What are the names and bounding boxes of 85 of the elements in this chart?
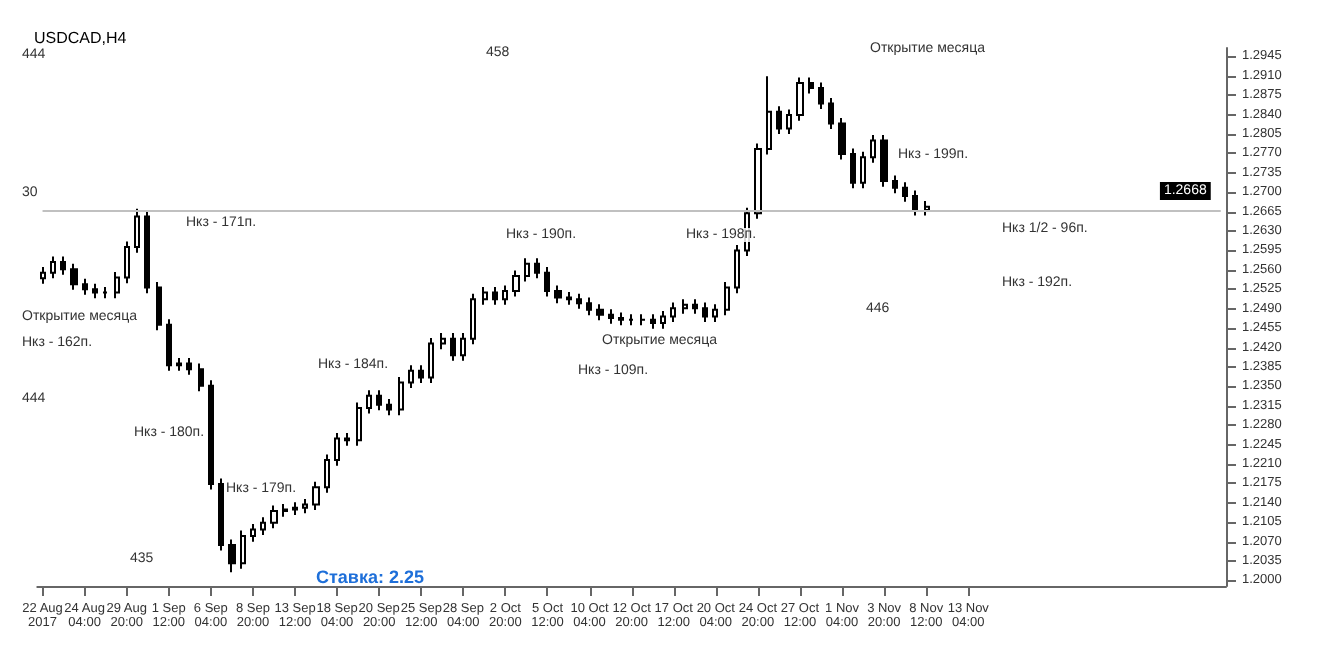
- candlestick: [880, 134, 888, 188]
- candlestick: [134, 207, 140, 254]
- candlestick: [512, 269, 520, 298]
- candlestick: [124, 240, 130, 285]
- candlestick: [712, 303, 718, 323]
- candlestick: [240, 529, 246, 570]
- candlestick: [924, 200, 930, 217]
- candlestick: [482, 286, 488, 306]
- candlestick: [534, 257, 540, 280]
- candlestick: [198, 362, 204, 393]
- candlestick: [682, 298, 688, 315]
- candlestick: [302, 497, 308, 515]
- candlestick: [554, 284, 562, 305]
- candlestick: [912, 189, 918, 217]
- candlestick: [260, 516, 266, 536]
- chart-title: USDCAD,H4: [34, 29, 128, 47]
- candlestick: [250, 522, 256, 543]
- candlestick: [324, 453, 330, 494]
- candlestick: [618, 311, 624, 327]
- candlestick: [82, 277, 88, 296]
- candlestick: [282, 502, 288, 518]
- candlestick: [208, 379, 214, 491]
- candlestick: [818, 81, 824, 111]
- candlestick: [376, 389, 382, 412]
- candlestick: [702, 301, 708, 323]
- candlestick: [440, 332, 446, 351]
- candlestick: [218, 477, 224, 552]
- candlestick: [492, 286, 498, 306]
- candlestick: [102, 286, 108, 300]
- candlestick: [566, 291, 572, 306]
- candlestick: [902, 181, 908, 203]
- candlestick: [850, 147, 856, 190]
- candlestick: [312, 480, 320, 512]
- candlestick: [166, 318, 172, 372]
- annotation: Ставка: 2.25: [316, 567, 424, 587]
- candlestick: [640, 313, 646, 327]
- candlestick: [544, 266, 550, 298]
- candlestick: [50, 255, 56, 280]
- candlestick: [334, 431, 340, 467]
- candlestick: [418, 364, 424, 384]
- candlestick: [156, 281, 162, 332]
- candlestick: [228, 538, 236, 574]
- candlestick: [524, 257, 530, 283]
- candlestick: [470, 292, 476, 346]
- candlestick: [660, 309, 666, 330]
- candlestick: [628, 313, 634, 327]
- candlestick: [724, 281, 730, 317]
- candlestick: [776, 105, 782, 135]
- candlestick: [796, 76, 804, 122]
- candlestick: [838, 116, 846, 161]
- candlestick: [40, 266, 46, 285]
- candlestick: [692, 298, 698, 315]
- candlestick: [386, 398, 392, 417]
- candlestick: [576, 292, 582, 310]
- candlestick: [114, 271, 120, 300]
- candlestick: [292, 501, 298, 517]
- candlestick: [428, 337, 434, 384]
- candlestick: [786, 108, 792, 135]
- candlestick: [186, 357, 192, 376]
- candlestick: [366, 389, 372, 415]
- candlestick: [766, 75, 772, 156]
- candlestick: [398, 375, 404, 417]
- candlestick: [502, 284, 508, 306]
- candlestick: [270, 504, 278, 530]
- candlestick: [176, 357, 182, 372]
- candlestick: [860, 150, 866, 190]
- candlestick: [754, 142, 762, 220]
- candlestick: [344, 431, 350, 447]
- candlestick: [60, 255, 66, 276]
- candlestick: [460, 332, 466, 362]
- candlestick: [70, 262, 78, 291]
- candlestick: [408, 364, 414, 389]
- candlestick: [608, 308, 614, 325]
- candlestick: [586, 296, 592, 317]
- candlestick: [892, 174, 898, 195]
- candlestick: [828, 96, 834, 130]
- candlestick: [870, 134, 876, 164]
- candlestick: [144, 210, 150, 295]
- candlestick: [670, 301, 676, 323]
- candlestick: [92, 282, 98, 300]
- candlestick: [650, 313, 656, 330]
- candlestick: [450, 332, 456, 362]
- candlestick: [356, 401, 362, 447]
- candlestick: [596, 303, 604, 322]
- candlestick: [808, 76, 814, 95]
